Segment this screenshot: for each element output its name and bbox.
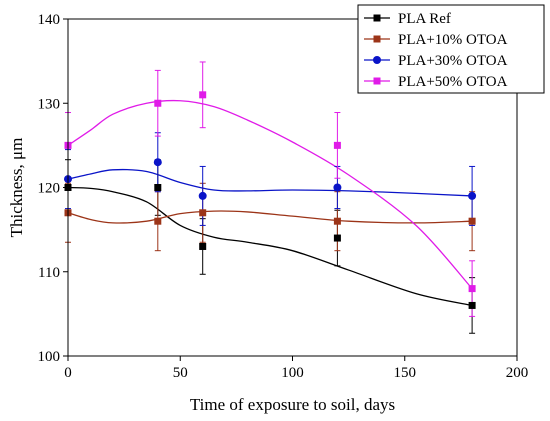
series-1-fit-curve [67, 186, 473, 307]
series-2-fit-curve [67, 210, 473, 224]
x-tick-label: 50 [173, 365, 188, 381]
legend-marker [373, 56, 381, 64]
x-axis-title: Time of exposure to soil, days [190, 395, 395, 414]
series-2-point [333, 217, 341, 225]
series-2-point [468, 217, 476, 225]
series-4-point [199, 91, 207, 99]
y-tick-label: 130 [38, 96, 61, 112]
legend-box [357, 4, 545, 94]
series-3-point [468, 191, 477, 200]
series-1-point [333, 234, 341, 242]
legend-label: PLA Ref [398, 11, 451, 27]
series-4-point [154, 99, 162, 107]
series-1-point [154, 184, 162, 191]
series-3-point [333, 183, 342, 192]
legend-marker [373, 77, 381, 85]
series-2-point [154, 217, 162, 225]
series-4-point [468, 285, 476, 293]
x-tick-label: 200 [506, 365, 529, 381]
legend-label: PLA+50% OTOA [398, 74, 508, 90]
series-4-fit-curve [67, 99, 473, 290]
marker-layer [64, 91, 477, 309]
legend-label: PLA+30% OTOA [398, 53, 508, 69]
plot-frame [67, 18, 518, 357]
y-axis-title: Thickness, μm [7, 138, 26, 238]
legend: PLA Ref PLA+10% OTOA PLA+30% OTOA PLA+50% O… [357, 4, 545, 94]
y-tick-label: 110 [38, 265, 60, 281]
x-tick-label: 0 [64, 365, 72, 381]
legend-marker [373, 35, 381, 43]
y-tick-label: 100 [38, 349, 61, 365]
y-tick-label: 140 [38, 12, 61, 28]
series-3-point [198, 191, 207, 200]
series-1-point [199, 242, 207, 250]
curve-layer [67, 99, 473, 307]
series-3-fit-curve [67, 168, 473, 197]
y-tick-label: 120 [38, 181, 61, 197]
series-3-point [153, 158, 162, 167]
tick-layer: 0 50 100 150 200 100 110 120 130 140 [38, 12, 529, 381]
series-4-point [333, 141, 341, 149]
series-1-point [468, 301, 476, 309]
x-tick-label: 150 [394, 365, 417, 381]
legend-marker [373, 14, 381, 22]
legend-label: PLA+10% OTOA [398, 32, 508, 48]
series-2-point [199, 209, 207, 217]
x-tick-label: 100 [281, 365, 304, 381]
